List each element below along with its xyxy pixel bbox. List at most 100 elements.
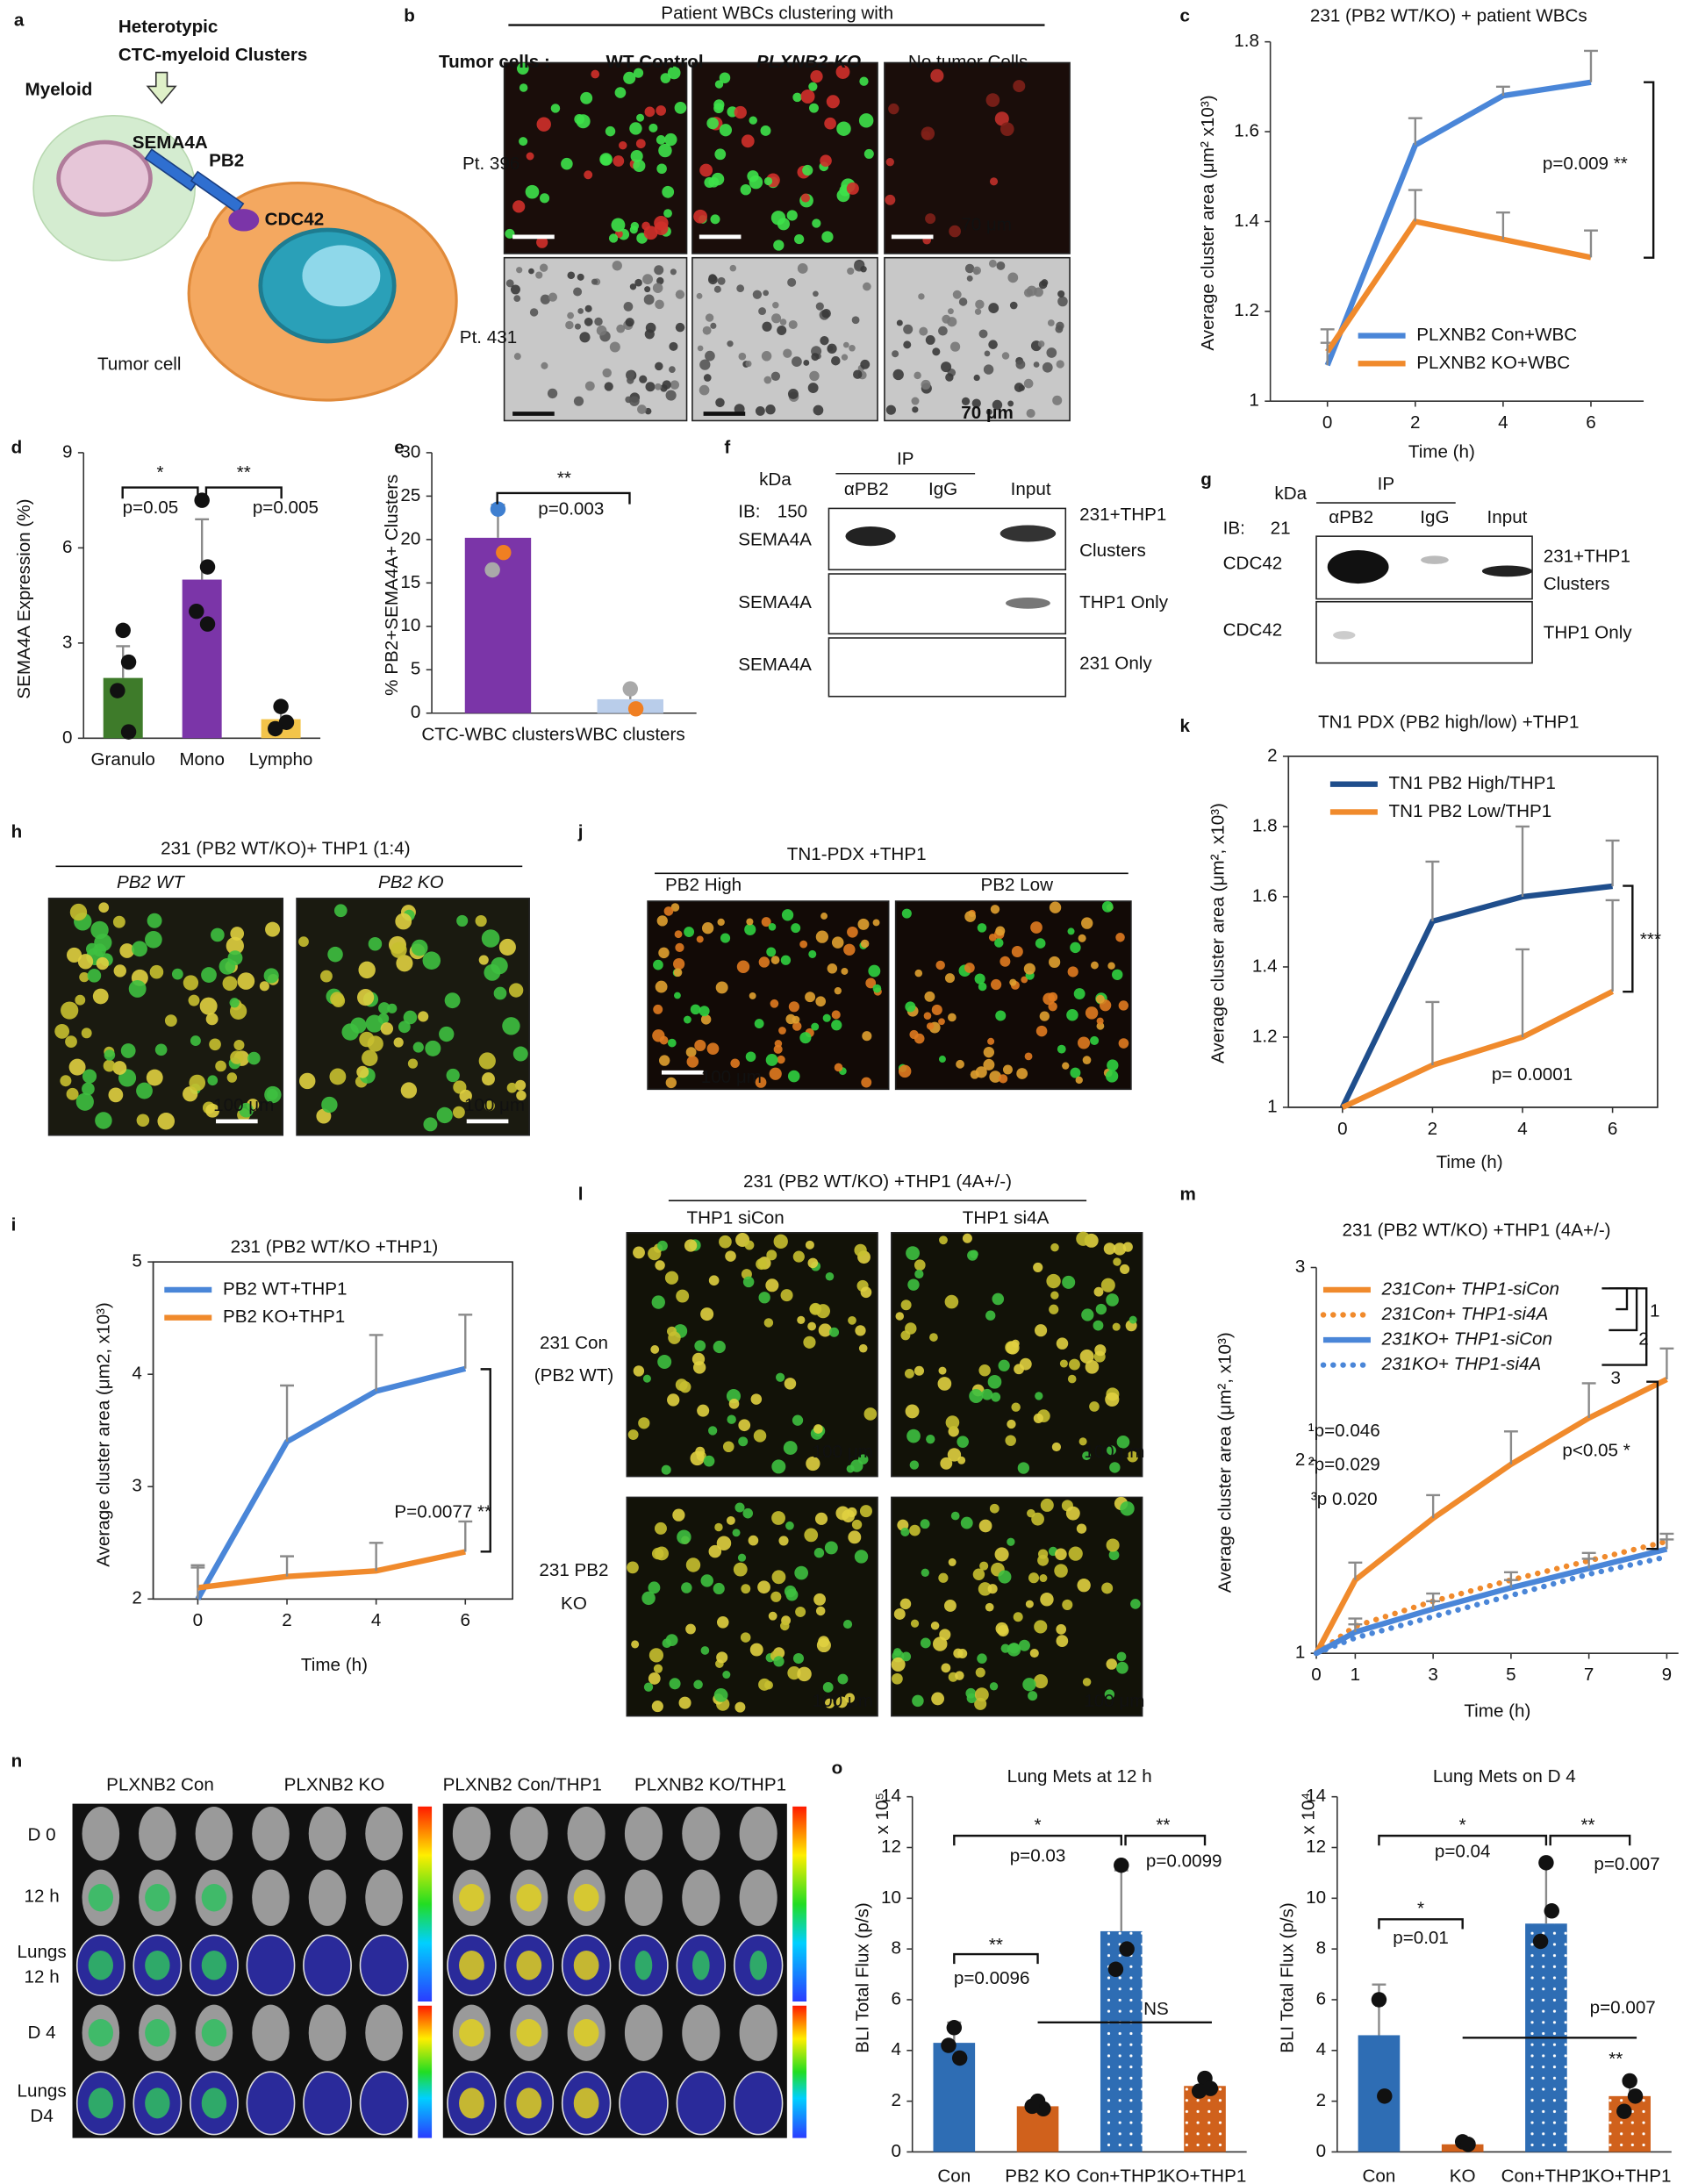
cell [701, 922, 714, 934]
cell [1067, 927, 1075, 935]
cell [834, 987, 842, 995]
cell [226, 1072, 238, 1083]
cell [201, 967, 217, 983]
cell [861, 1077, 872, 1088]
cell [675, 942, 684, 952]
cell [716, 1536, 732, 1550]
cell [674, 992, 681, 999]
annotation: p=0.0096 [954, 1968, 1030, 1988]
annotation: 2 [1638, 1328, 1648, 1349]
label: Lungs [18, 1942, 67, 1962]
cell [748, 1535, 759, 1546]
mouse [452, 1807, 491, 1861]
cell [265, 921, 281, 937]
cell [900, 1300, 912, 1311]
y-tick-label: 3 [62, 632, 72, 652]
cell [903, 324, 914, 334]
error-bar [1503, 1571, 1518, 1580]
panel-letter: k [1179, 716, 1190, 736]
cell [761, 351, 772, 362]
cell [987, 1375, 1002, 1389]
significance-bracket [1616, 1287, 1629, 1311]
panel-letter: c [1179, 6, 1189, 26]
cell [1101, 901, 1114, 913]
cell [674, 102, 687, 114]
cell [636, 113, 645, 122]
significance-bracket [1623, 884, 1634, 993]
x-tick-label: 6 [1586, 412, 1595, 433]
error-bar [1515, 948, 1530, 1037]
label: kDa [1274, 483, 1307, 504]
cell [988, 933, 997, 942]
label: THP1 si4A [963, 1207, 1050, 1228]
cell [657, 1354, 672, 1369]
cell [686, 1056, 699, 1068]
cell [704, 176, 715, 189]
error-bar [1495, 211, 1510, 240]
error-bar [1320, 328, 1335, 352]
cell [973, 374, 980, 382]
cell [780, 1621, 790, 1631]
cell [82, 1082, 95, 1096]
label: No tumor Cells [908, 52, 1028, 72]
y-tick-label: 20 [400, 528, 420, 548]
cell [612, 261, 622, 271]
cell [1115, 933, 1125, 942]
cell [851, 316, 860, 325]
cell [835, 65, 850, 79]
cell [815, 1606, 826, 1616]
cell [1062, 1599, 1073, 1610]
cell [841, 354, 849, 361]
cell [766, 1250, 777, 1261]
cell [1033, 362, 1040, 368]
annotation: p= 0.0001 [1492, 1064, 1573, 1085]
cell [526, 152, 534, 161]
cell [905, 1001, 916, 1013]
cell [1040, 1593, 1054, 1607]
lung [359, 1934, 409, 1996]
cell [938, 326, 948, 336]
cell [995, 1010, 1007, 1021]
cell [715, 981, 728, 994]
cell [773, 1044, 783, 1054]
cell [567, 311, 575, 319]
cell [784, 1585, 797, 1598]
cell [1042, 362, 1053, 373]
annotation: p=0.009 ** [1543, 154, 1628, 174]
axis-multiplier: x 10⁵ [872, 1793, 892, 1835]
cell [977, 923, 987, 933]
cell [222, 976, 238, 992]
annotation: p=0.01 [1393, 1928, 1449, 1948]
label: Clusters [1544, 574, 1610, 594]
cell [693, 1679, 703, 1690]
cell [656, 163, 667, 175]
cell [990, 978, 1002, 991]
cell [754, 1019, 764, 1028]
line-series [1314, 1377, 1668, 1655]
cell [912, 406, 919, 413]
cell [794, 1565, 809, 1580]
chart-title: 231 (PB2 WT/KO) + patient WBCs [1310, 6, 1587, 26]
cell [929, 1333, 938, 1342]
cell [584, 317, 593, 326]
cell [918, 293, 925, 300]
data-point [194, 492, 210, 508]
y-tick-label: 9 [62, 441, 72, 462]
signal [145, 1884, 170, 1912]
cell [807, 1321, 817, 1331]
chart-title: 231 (PB2 WT/KO +THP1) [231, 1237, 439, 1257]
cell [736, 284, 745, 293]
cell [923, 1012, 932, 1020]
y-tick-label: 6 [1316, 1988, 1326, 2009]
cell [863, 1407, 878, 1421]
cell [635, 139, 646, 149]
cell [766, 947, 777, 957]
cell [935, 960, 945, 970]
y-tick-label: 1.4 [1252, 956, 1278, 976]
data-point [946, 2020, 963, 2036]
error-bar [369, 1542, 383, 1572]
image [884, 256, 1071, 422]
cell [978, 982, 987, 992]
cell [75, 1092, 94, 1111]
cell [787, 277, 797, 287]
